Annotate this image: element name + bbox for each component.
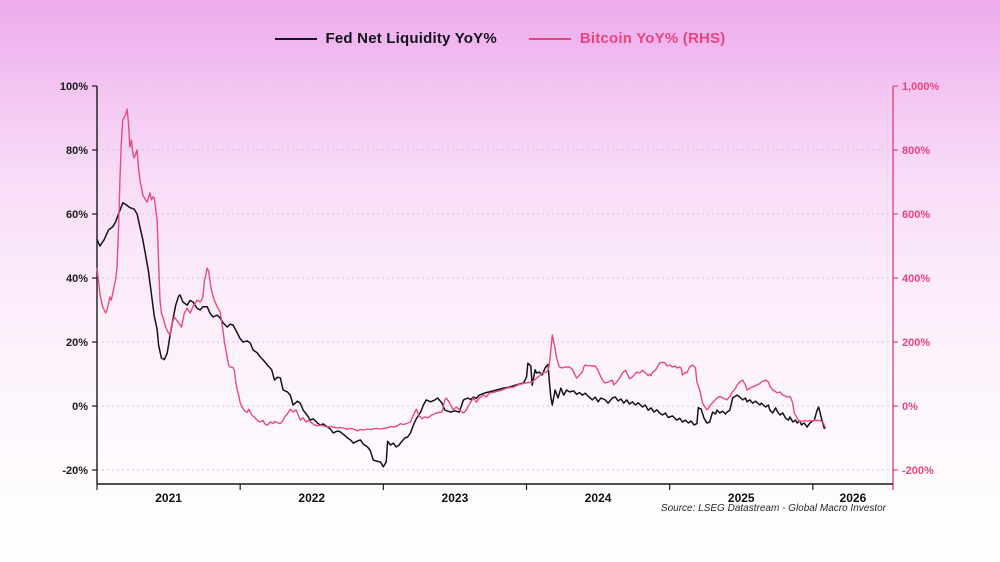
year-label-2025: 2025	[728, 491, 755, 505]
right-tick-label-400: 400%	[902, 273, 930, 285]
right-tick-label-1000: 1,000%	[902, 81, 940, 93]
right-tick-label-200: 200%	[902, 337, 930, 349]
left-tick-label--20: -20%	[62, 465, 88, 477]
left-tick-label-60: 60%	[66, 209, 88, 221]
left-tick-label-0: 0%	[72, 401, 88, 413]
right-tick-label-0: 0%	[902, 401, 918, 413]
fed-line-swatch-icon	[274, 37, 317, 40]
left-tick-label-80: 80%	[66, 145, 88, 157]
fed-net-liquidity-line	[96, 202, 826, 468]
source-attribution: Source: LSEG Datastream - Global Macro I…	[660, 503, 886, 514]
legend-label-fed: Fed Net Liquidity YoY%	[325, 30, 497, 47]
legend-item-bitcoin: Bitcoin YoY% (RHS)	[528, 30, 726, 47]
left-tick-label-100: 100%	[60, 81, 88, 93]
left-tick-label-20: 20%	[66, 337, 88, 349]
left-tick-label-40: 40%	[66, 273, 88, 285]
year-label-2024: 2024	[585, 491, 612, 505]
right-tick-label--200: -200%	[902, 465, 934, 477]
right-tick-label-800: 800%	[902, 145, 930, 157]
right-tick-label-600: 600%	[902, 209, 930, 221]
btc-line-swatch-icon	[528, 37, 571, 40]
year-label-2021: 2021	[155, 491, 182, 505]
year-label-2026: 2026	[840, 491, 867, 505]
legend-item-fed-net-liquidity: Fed Net Liquidity YoY%	[274, 30, 497, 47]
chart-legend: Fed Net Liquidity YoY% Bitcoin YoY% (RHS…	[0, 30, 1000, 47]
year-label-2022: 2022	[298, 491, 325, 505]
legend-label-btc: Bitcoin YoY% (RHS)	[579, 30, 726, 47]
bitcoin-yoy-line	[96, 108, 827, 432]
year-label-2023: 2023	[442, 491, 469, 505]
